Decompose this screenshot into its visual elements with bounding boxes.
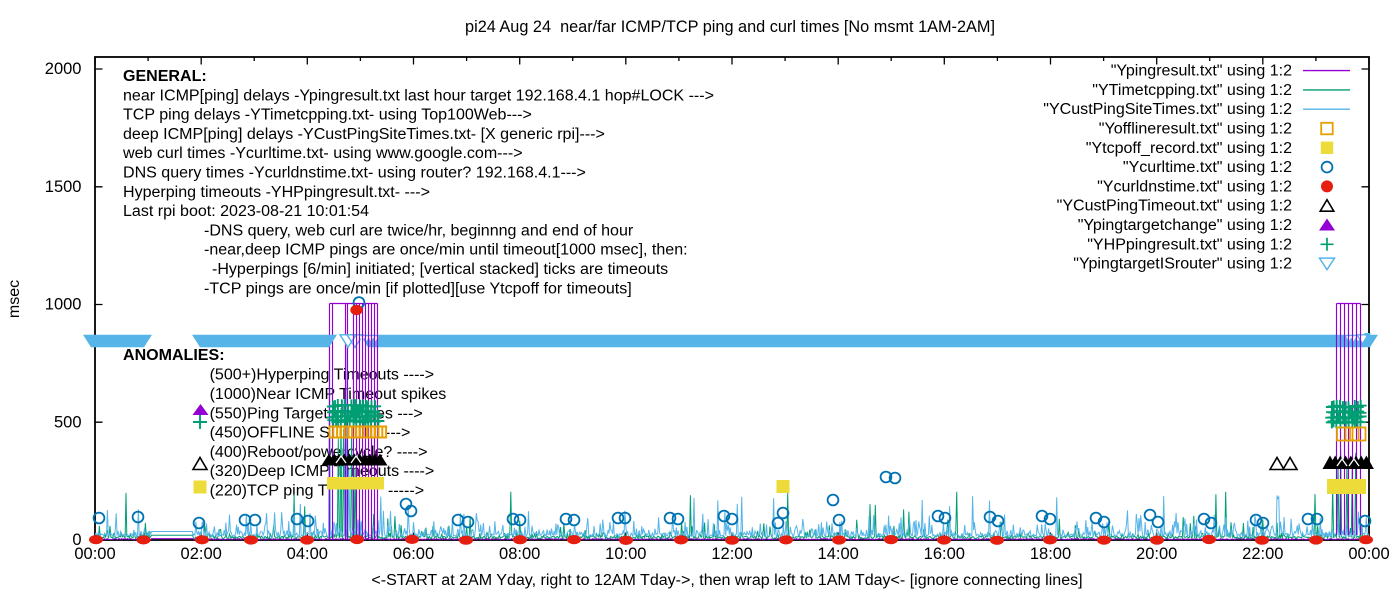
svg-text:"Ypingtargetchange" using 1:2: "Ypingtargetchange" using 1:2 [1078, 216, 1292, 234]
svg-text:"YpingtargetISrouter" using 1:: "YpingtargetISrouter" using 1:2 [1073, 255, 1292, 273]
svg-text:Hyperping timeouts -YHPpingres: Hyperping timeouts -YHPpingresult.txt- -… [123, 183, 430, 201]
svg-text:"Yofflineresult.txt" using 1:2: "Yofflineresult.txt" using 1:2 [1099, 120, 1292, 138]
svg-text:-near,deep ICMP pings are once: -near,deep ICMP pings are once/min until… [204, 241, 688, 259]
svg-text:2000: 2000 [45, 60, 82, 78]
svg-text:20:00: 20:00 [1136, 545, 1177, 563]
svg-text:deep ICMP[ping] delays -YCustP: deep ICMP[ping] delays -YCustPingSiteTim… [123, 125, 605, 143]
svg-text:Last rpi boot: 2023-08-21 10:0: Last rpi boot: 2023-08-21 10:01:54 [123, 202, 369, 220]
svg-text:1500: 1500 [45, 178, 82, 196]
svg-text:"YCustPingSiteTimes.txt" using: "YCustPingSiteTimes.txt" using 1:2 [1043, 100, 1292, 118]
svg-text:web curl times -Ycurltime.txt-: web curl times -Ycurltime.txt- using www… [122, 144, 523, 162]
svg-text:"Ycurldnstime.txt" using 1:2: "Ycurldnstime.txt" using 1:2 [1097, 177, 1292, 195]
svg-text:"YHPpingresult.txt" using 1:2: "YHPpingresult.txt" using 1:2 [1087, 235, 1292, 253]
svg-text:<-START at 2AM Yday, right to: <-START at 2AM Yday, right to 12AM Tday-… [371, 571, 1082, 589]
svg-text:"YTimetcpping.txt" using 1:2: "YTimetcpping.txt" using 1:2 [1092, 81, 1292, 99]
svg-text:04:00: 04:00 [287, 545, 328, 563]
svg-text:-Hyperpings [6/min] initiated;: -Hyperpings [6/min] initiated; [vertical… [212, 260, 668, 278]
svg-text:(550)Ping Target changes --->: (550)Ping Target changes ---> [210, 404, 423, 422]
svg-text:"YCustPingTimeout.txt" using 1: "YCustPingTimeout.txt" using 1:2 [1057, 197, 1292, 215]
svg-text:1000: 1000 [45, 296, 82, 314]
svg-text:16:00: 16:00 [924, 545, 965, 563]
svg-text:10:00: 10:00 [605, 545, 646, 563]
svg-text:22:00: 22:00 [1242, 545, 1283, 563]
svg-text:(220)TCP ping T: (220)TCP ping T [210, 482, 328, 500]
svg-text:-DNS query, web curl are twice: -DNS query, web curl are twice/hr, begin… [204, 221, 634, 239]
svg-text:08:00: 08:00 [499, 545, 540, 563]
svg-text:00:00: 00:00 [74, 545, 115, 563]
svg-text:(400)Reboot/powercycle? ---->: (400)Reboot/powercycle? ----> [210, 443, 428, 461]
svg-text:(450)OFFLINE S: (450)OFFLINE S [210, 424, 330, 442]
svg-text:near ICMP[ping] delays -Ypingr: near ICMP[ping] delays -Ypingresult.txt … [123, 86, 714, 104]
svg-text:"Ytcpoff_record.txt" using 1:2: "Ytcpoff_record.txt" using 1:2 [1086, 139, 1292, 157]
svg-text:00:00: 00:00 [1348, 545, 1389, 563]
svg-text:(500+)Hyperping Timeouts ---->: (500+)Hyperping Timeouts ----> [210, 366, 435, 384]
svg-text:----->: -----> [388, 482, 424, 500]
svg-text:"Ypingresult.txt" using 1:2: "Ypingresult.txt" using 1:2 [1111, 62, 1292, 80]
svg-text:TCP ping delays -YTimetcpping.: TCP ping delays -YTimetcpping.txt- using… [123, 106, 532, 124]
svg-text:(1000)Near ICMP Timeout spikes: (1000)Near ICMP Timeout spikes [210, 385, 447, 403]
svg-text:14:00: 14:00 [818, 545, 859, 563]
svg-text:02:00: 02:00 [181, 545, 222, 563]
svg-text:msec: msec [5, 280, 23, 318]
svg-text:06:00: 06:00 [393, 545, 434, 563]
svg-text:(320)Deep ICMP Timeouts ---->: (320)Deep ICMP Timeouts ----> [210, 462, 435, 480]
svg-text:0: 0 [72, 531, 81, 549]
svg-text:--->: ---> [385, 424, 410, 442]
svg-text:GENERAL:: GENERAL: [123, 67, 207, 85]
svg-text:-TCP pings are once/min [if pl: -TCP pings are once/min [if plotted][use… [204, 279, 632, 297]
svg-text:pi24 Aug 24 near/far ICMP/TCP: pi24 Aug 24 near/far ICMP/TCP ping and c… [465, 18, 995, 36]
svg-text:18:00: 18:00 [1030, 545, 1071, 563]
svg-text:500: 500 [54, 413, 82, 431]
svg-text:12:00: 12:00 [711, 545, 752, 563]
svg-text:ANOMALIES:: ANOMALIES: [123, 346, 225, 364]
svg-text:"Ycurltime.txt" using 1:2: "Ycurltime.txt" using 1:2 [1123, 158, 1292, 176]
svg-text:DNS query times -Ycurldnstime.: DNS query times -Ycurldnstime.txt- using… [123, 164, 586, 182]
